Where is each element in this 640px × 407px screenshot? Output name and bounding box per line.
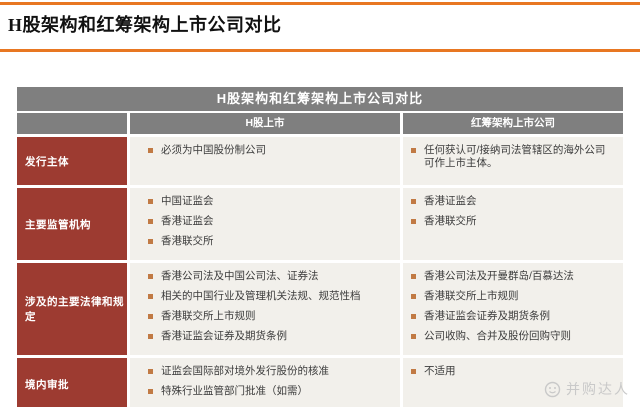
bullet-list: 香港公司法及开曼群岛/百慕达法 香港联交所上市规则 香港证监会证券及期货条例 公司收购… [411, 270, 615, 343]
smiley-face-icon [544, 381, 561, 397]
bullet-item: 不适用 [411, 365, 615, 378]
red-chip-cell: 不适用 [403, 358, 623, 407]
bullet-item: 香港证监会证券及期货条例 [411, 310, 615, 323]
bullet-item: 香港公司法及开曼群岛/百慕达法 [411, 270, 615, 283]
bullet-list: 任何获认可/接纳司法管辖区的海外公司可作上市主体。 [411, 144, 615, 170]
page-title: H股架构和红筹架构上市公司对比 [8, 15, 282, 35]
bullet-item: 证监会国际部对境外发行股份的核准 [148, 365, 392, 378]
bullet-item: 必须为中国股份制公司 [148, 144, 392, 157]
h-share-cell: 中国证监会香港证监会香港联交所 [130, 188, 400, 260]
table-header-row: H股上市 红筹架构上市公司 [17, 113, 623, 134]
red-chip-cell: 香港公司法及开曼群岛/百慕达法 香港联交所上市规则 香港证监会证券及期货条例 公司收购… [403, 263, 623, 355]
comparison-table: H股架构和红筹架构上市公司对比 H股上市 红筹架构上市公司 发行主体 必须为中国股… [17, 87, 623, 407]
header-cell-h-share: H股上市 [130, 113, 400, 134]
table-body: 发行主体 必须为中国股份制公司 任何获认可/接纳司法管辖区的海外公司可作上市主体。主… [17, 137, 623, 407]
h-share-cell: 香港公司法及中国公司法、证券法 相关的中国行业及管理机关法规、规范性档 香港联交所上… [130, 263, 400, 355]
top-orange-rule [0, 2, 640, 5]
category-cell: 涉及的主要法律和规定 [17, 263, 127, 355]
bullet-item: 香港联交所 [148, 235, 392, 248]
bullet-item: 香港证监会 [411, 195, 615, 208]
bullet-item: 公司收购、合并及股份回购守则 [411, 330, 615, 343]
watermark-text: 并购达人 [566, 381, 630, 397]
bullet-list: 香港公司法及中国公司法、证券法 相关的中国行业及管理机关法规、规范性档 香港联交所上… [148, 270, 392, 343]
bullet-item: 特殊行业监管部门批准（如需） [148, 385, 392, 398]
bullet-list: 不适用 [411, 365, 615, 378]
category-cell: 发行主体 [17, 137, 127, 185]
red-chip-cell: 任何获认可/接纳司法管辖区的海外公司可作上市主体。 [403, 137, 623, 185]
header-cell-empty [17, 113, 127, 134]
bullet-item: 香港证监会 [148, 215, 392, 228]
bullet-item: 香港证监会证券及期货条例 [148, 330, 392, 343]
bullet-item: 香港联交所 [411, 215, 615, 228]
category-cell: 主要监管机构 [17, 188, 127, 260]
h-share-cell: 必须为中国股份制公司 [130, 137, 400, 185]
table-title: H股架构和红筹架构上市公司对比 [17, 87, 623, 111]
h-share-cell: 证监会国际部对境外发行股份的核准 特殊行业监管部门批准（如需） [130, 358, 400, 407]
bullet-list: 证监会国际部对境外发行股份的核准 特殊行业监管部门批准（如需） [148, 365, 392, 398]
bullet-item: 任何获认可/接纳司法管辖区的海外公司可作上市主体。 [411, 144, 615, 170]
bullet-list: 香港证监会香港联交所 [411, 195, 615, 228]
bullet-item: 中国证监会 [148, 195, 392, 208]
bullet-list: 必须为中国股份制公司 [148, 144, 392, 157]
title-underline-rule [0, 49, 640, 52]
bullet-list: 中国证监会香港证监会香港联交所 [148, 195, 392, 248]
header-cell-red-chip: 红筹架构上市公司 [403, 113, 623, 134]
bullet-item: 香港联交所上市规则 [148, 310, 392, 323]
red-chip-cell: 香港证监会香港联交所 [403, 188, 623, 260]
category-cell: 境内审批 [17, 358, 127, 407]
bullet-item: 香港公司法及中国公司法、证券法 [148, 270, 392, 283]
bullet-item: 香港联交所上市规则 [411, 290, 615, 303]
watermark: 并购达人 [544, 379, 630, 399]
bullet-item: 相关的中国行业及管理机关法规、规范性档 [148, 290, 392, 303]
